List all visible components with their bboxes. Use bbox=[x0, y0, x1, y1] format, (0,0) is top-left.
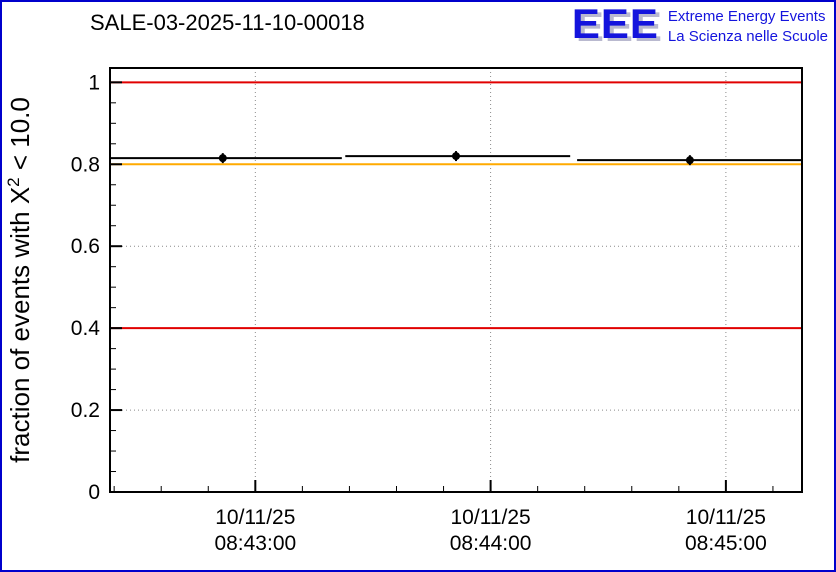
x-tick-label-date: 10/11/25 bbox=[451, 506, 531, 529]
chart-title: SALE-03-2025-11-10-00018 bbox=[90, 10, 365, 35]
x-tick-label-date: 10/11/25 bbox=[215, 506, 295, 529]
eee-logo-line1: Extreme Energy Events bbox=[667, 8, 826, 25]
x-tick-label-time: 08:45:00 bbox=[685, 532, 767, 555]
x-tick-label-time: 08:44:00 bbox=[450, 532, 532, 555]
data-marker bbox=[685, 156, 694, 165]
eee-logo-acronym: EEE bbox=[571, 0, 659, 47]
y-tick-label: 0.2 bbox=[71, 399, 100, 422]
x-tick-label-date: 10/11/25 bbox=[686, 506, 766, 529]
y-tick-label: 0.8 bbox=[71, 153, 100, 176]
eee-logo: EEE Extreme Energy Events La Scienza nel… bbox=[571, 0, 828, 48]
y-tick-label: 0.4 bbox=[71, 317, 101, 340]
data-marker bbox=[452, 152, 460, 161]
eee-logo-line2: La Scienza nelle Scuole bbox=[667, 28, 828, 46]
y-tick-label: 1 bbox=[88, 71, 100, 94]
eee-logo-text: Extreme Energy Events La Scienza nelle S… bbox=[668, 7, 828, 48]
plot-frame bbox=[109, 67, 803, 493]
y-tick-label: 0.6 bbox=[71, 235, 100, 258]
y-tick-label: 0 bbox=[88, 481, 100, 504]
y-axis-label: fraction of events with X2 < 10.0 bbox=[4, 97, 35, 463]
x-tick-label-time: 08:43:00 bbox=[214, 532, 296, 555]
data-marker bbox=[218, 154, 227, 163]
